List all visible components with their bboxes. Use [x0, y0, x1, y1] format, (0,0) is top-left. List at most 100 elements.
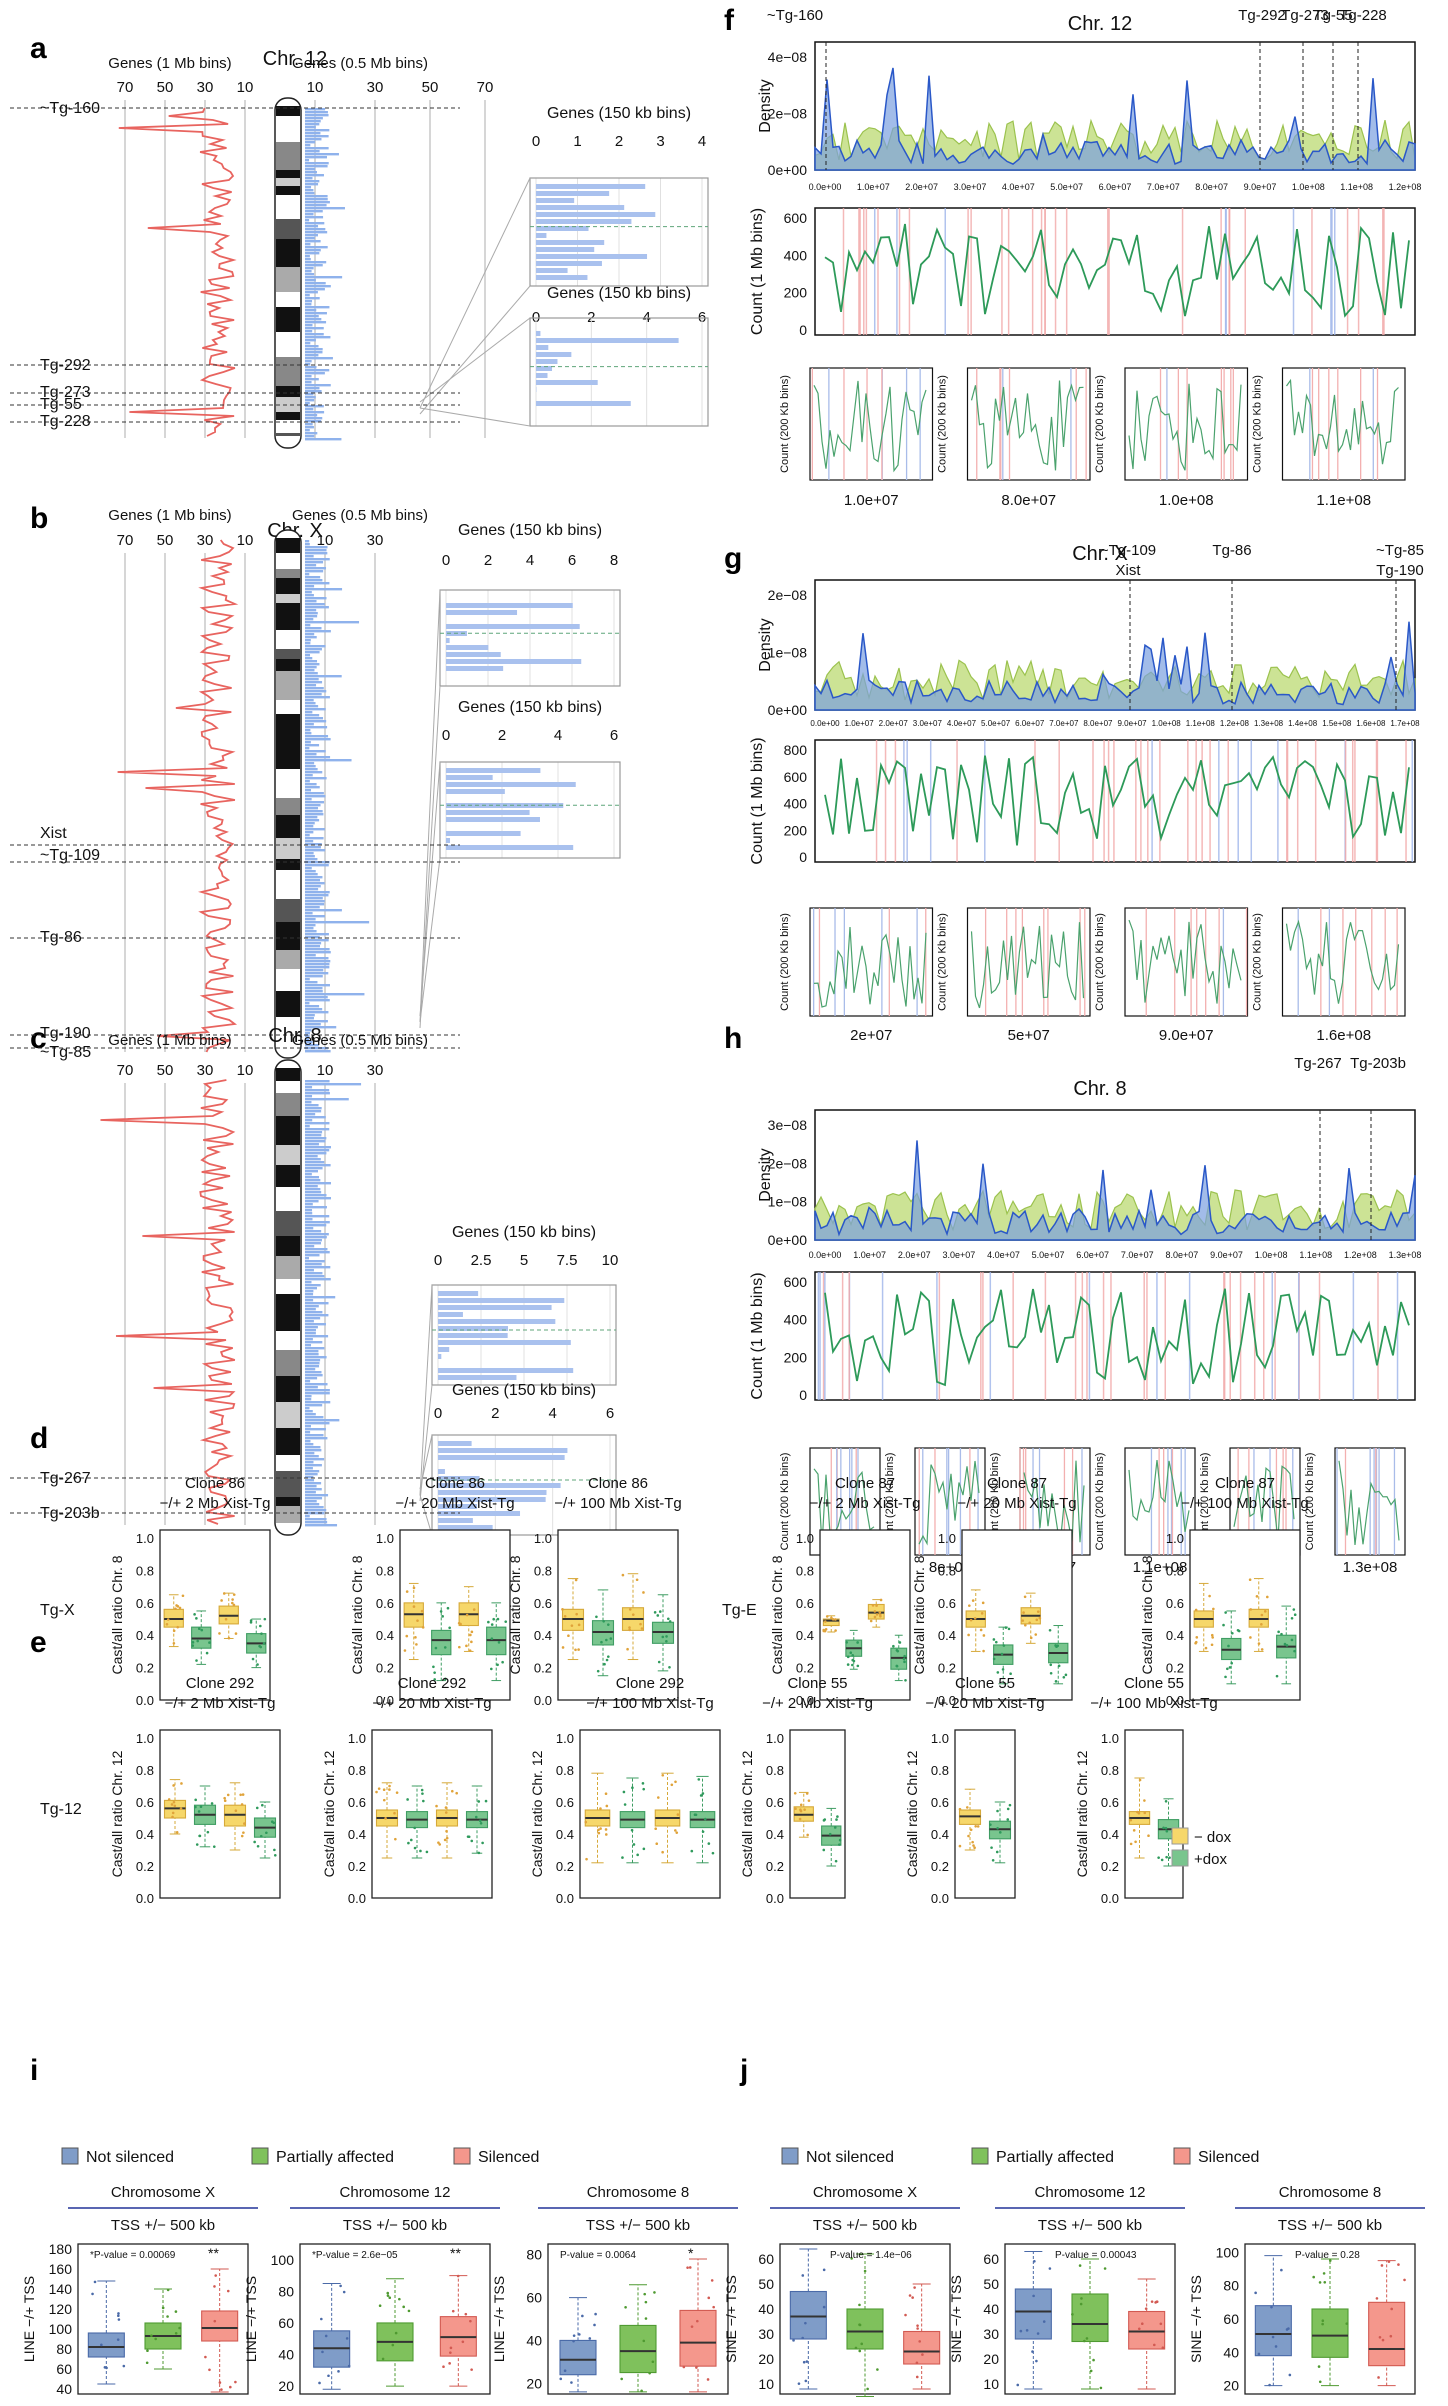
box-point	[965, 1806, 969, 1809]
gene-density-bar-0.5mb	[305, 789, 312, 792]
chromosome-band	[276, 170, 300, 178]
gene-density-bar-0.5mb	[305, 1335, 329, 1338]
gene-density-bar-0.5mb	[305, 126, 316, 129]
inset-ylabel: Count (200 Kb bins)	[1094, 1453, 1106, 1551]
box-point	[240, 1834, 244, 1838]
box-point	[1032, 2294, 1035, 2298]
inset-bar	[438, 1375, 517, 1380]
box-point	[470, 1640, 473, 1644]
box-point	[239, 1793, 242, 1797]
gene-density-bar-0.5mb	[305, 120, 321, 123]
gene-density-bar-0.5mb	[305, 813, 324, 816]
subplot-title: Clone 87	[835, 1475, 895, 1492]
gene-density-bar-0.5mb	[305, 684, 317, 687]
gene-density-bar-0.5mb	[305, 870, 316, 873]
right-axis-label: Genes (0.5 Mb bins)	[292, 55, 428, 72]
chromosome-band	[276, 714, 300, 743]
box-point	[501, 1660, 504, 1664]
density-xtick: 4.0e+07	[987, 1250, 1020, 1260]
chromosome-band	[276, 1294, 300, 1309]
gene-density-line-1mb	[118, 107, 237, 437]
subplot-subtitle: −/+ 2 Mb Xist-Tg	[810, 1495, 921, 1512]
box-point	[161, 2306, 165, 2310]
box-point	[193, 1613, 196, 1616]
box-point	[1019, 2329, 1023, 2333]
box-point	[1083, 2339, 1086, 2343]
box-point	[255, 1806, 259, 1810]
gene-density-bar-0.5mb	[305, 1500, 317, 1503]
box-point	[996, 1826, 999, 1830]
y-tick: 80	[278, 2283, 294, 2299]
gene-density-bar-0.5mb	[305, 321, 327, 324]
gene-density-bar-0.5mb	[305, 147, 329, 150]
density-xtick: 1.7e+08	[1390, 719, 1420, 728]
gene-density-bar-0.5mb	[305, 381, 312, 384]
box-point	[249, 1621, 253, 1624]
box-point	[916, 2327, 919, 2330]
box-point	[830, 1616, 833, 1620]
gene-density-bar-0.5mb	[305, 1212, 313, 1215]
gene-density-bar-0.5mb	[305, 1089, 330, 1092]
chromosome-band	[276, 307, 300, 319]
box-point	[1009, 1672, 1012, 1675]
box-point	[251, 1657, 255, 1661]
gene-density-bar-0.5mb	[305, 1233, 329, 1236]
box-point	[1275, 1674, 1279, 1678]
box-point	[226, 2289, 230, 2293]
gene-density-bar-0.5mb	[305, 1176, 320, 1179]
box-point	[377, 1787, 381, 1790]
inset-bar	[536, 226, 589, 231]
y-tick: 40	[56, 2381, 72, 2397]
legend-label: Not silenced	[86, 2149, 174, 2166]
inset-count-line	[813, 380, 927, 473]
inset-bar	[446, 810, 530, 815]
box-point	[1260, 1623, 1263, 1626]
box-point	[1312, 2275, 1315, 2279]
y-tick: 20	[526, 2375, 542, 2391]
box-point	[1248, 1578, 1252, 1581]
box-point	[801, 2274, 805, 2277]
box-point	[711, 1851, 715, 1855]
gene-density-bar-0.5mb	[305, 1299, 314, 1302]
box-point	[674, 1829, 677, 1832]
box-point	[620, 2377, 623, 2381]
box-point	[172, 1629, 176, 1633]
inset-bar	[536, 380, 598, 385]
box-point	[455, 1791, 458, 1795]
right-tick: 10	[307, 79, 324, 96]
box-point	[199, 1805, 203, 1809]
gene-density-bar-0.5mb	[305, 987, 323, 990]
inset-frame	[431, 1434, 617, 1536]
box-point	[688, 2266, 692, 2269]
box-point	[799, 1803, 803, 1807]
p-value-annotation: *P-value = 0.00069	[90, 2250, 176, 2261]
right-tick: 10	[317, 532, 334, 549]
gene-density-bar-0.5mb	[305, 1260, 325, 1263]
y-tick: 0.2	[556, 1859, 574, 1874]
box-point	[846, 1655, 850, 1659]
zoom-inset-frame	[966, 367, 1091, 481]
box-point	[1147, 1834, 1150, 1838]
inset-tick: 2	[615, 133, 623, 150]
gene-density-bar-0.5mb	[305, 168, 316, 171]
density-xtick: 5.0e+07	[1050, 182, 1083, 192]
density-xtick: 1.1e+08	[1340, 182, 1373, 192]
box-point	[167, 1798, 171, 1801]
y-tick: 0.4	[136, 1628, 154, 1643]
box-point	[1249, 1636, 1252, 1639]
box-point	[1162, 1826, 1165, 1830]
density-ytick: 1e−08	[768, 1194, 808, 1210]
box-point	[655, 1842, 659, 1846]
box-point	[421, 1626, 425, 1629]
box-point	[665, 1635, 668, 1638]
box-point	[1042, 2320, 1046, 2323]
gene-density-bar-0.5mb	[305, 1149, 330, 1152]
box-point	[214, 2274, 218, 2277]
box-point	[1071, 2313, 1074, 2316]
box-point	[1285, 2328, 1289, 2331]
inset-bar	[438, 1497, 546, 1502]
gene-density-bar-0.5mb	[305, 1416, 324, 1419]
gene-density-bar-0.5mb	[305, 786, 320, 789]
y-tick: 0.6	[556, 1795, 574, 1810]
gene-density-bar-0.5mb	[305, 657, 313, 660]
